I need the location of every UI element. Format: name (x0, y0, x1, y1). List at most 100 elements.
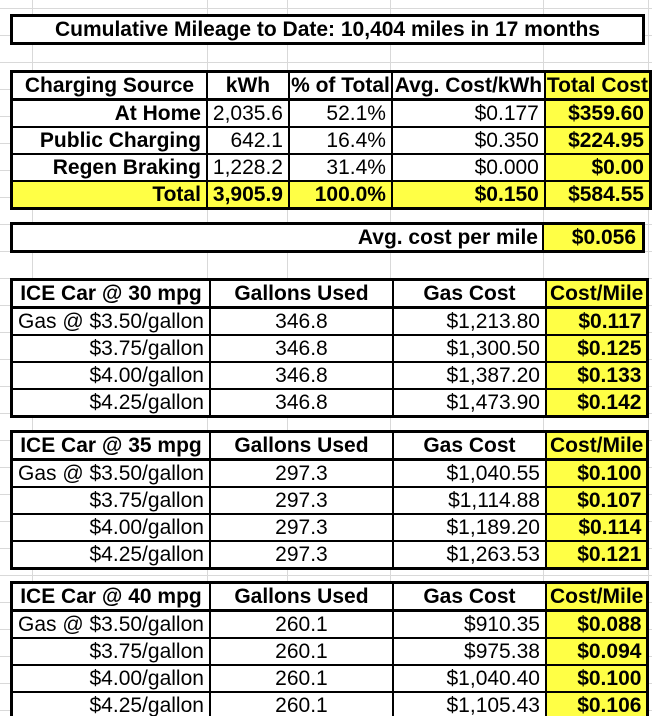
cell-avg-cost: $0.150 (390, 180, 546, 210)
cell-total-cost: $224.95 (543, 126, 652, 155)
cell-cost-mile: $0.121 (544, 540, 649, 570)
cell-cost-mile: $0.106 (544, 691, 649, 716)
cell-gas-cost: $1,473.90 (391, 388, 547, 418)
table-row-regen-braking: Regen Braking 1,228.2 31.4% $0.000 $0.00 (10, 153, 652, 182)
cell-gas-cost: $1,114.88 (391, 486, 547, 515)
cell-cost-mile: $0.117 (544, 306, 649, 336)
table-row-total: Total 3,905.9 100.0% $0.150 $584.55 (10, 180, 652, 210)
cell-gallons: 346.8 (208, 306, 394, 336)
avg-cost-per-mile-label: Avg. cost per mile (357, 225, 538, 249)
cell-gallons: 260.1 (208, 637, 394, 666)
column-header-total-cost: Total Cost (543, 70, 652, 101)
cell-source: Total (10, 180, 208, 210)
column-header-gas-cost: Gas Cost (391, 581, 547, 612)
cell-cost-mile: $0.100 (544, 664, 649, 693)
column-header-cost-mile: Cost/Mile (544, 278, 649, 309)
cell-cost-mile: $0.114 (544, 513, 649, 542)
cell-gallons: 297.3 (208, 540, 394, 570)
page-title: Cumulative Mileage to Date: 10,404 miles… (54, 17, 600, 41)
avg-cost-per-mile-value: $0.056 (542, 225, 642, 250)
ice-car-40mpg-table: ICE Car @ 40 mpg Gallons Used Gas Cost C… (10, 581, 650, 716)
title-banner: Cumulative Mileage to Date: 10,404 miles… (10, 14, 645, 45)
cell-cost-mile: $0.133 (544, 361, 649, 390)
table-row: $3.75/gallon 260.1 $975.38 $0.094 (10, 637, 649, 666)
cell-kwh: 3,905.9 (205, 180, 291, 210)
cell-pct: 52.1% (288, 98, 393, 128)
cell-gas-cost: $1,263.53 (391, 540, 547, 570)
cell-gas-price: $3.75/gallon (10, 637, 211, 666)
table-row: Gas @ $3.50/gallon 346.8 $1,213.80 $0.11… (10, 306, 649, 336)
cell-gas-cost: $1,300.50 (391, 334, 547, 363)
cell-gas-price: $3.75/gallon (10, 334, 211, 363)
cell-gas-cost: $1,189.20 (391, 513, 547, 542)
table-row: Gas @ $3.50/gallon 297.3 $1,040.55 $0.10… (10, 458, 649, 488)
cell-gas-cost: $1,040.40 (391, 664, 547, 693)
table-row: Gas @ $3.50/gallon 260.1 $910.35 $0.088 (10, 609, 649, 639)
column-header-gallons-used: Gallons Used (208, 278, 394, 309)
table-row: $4.00/gallon 346.8 $1,387.20 $0.133 (10, 361, 649, 390)
column-header-cost-mile: Cost/Mile (544, 581, 649, 612)
cell-gas-price: $4.00/gallon (10, 664, 211, 693)
cell-gas-price: $3.75/gallon (10, 486, 211, 515)
cell-cost-mile: $0.142 (544, 388, 649, 418)
cell-gallons: 346.8 (208, 334, 394, 363)
table-row: $4.00/gallon 297.3 $1,189.20 $0.114 (10, 513, 649, 542)
cell-pct: 16.4% (288, 126, 393, 155)
avg-cost-per-mile-row: Avg. cost per mile $0.056 (10, 222, 645, 253)
cell-kwh: 642.1 (205, 126, 291, 155)
column-header-gallons-used: Gallons Used (208, 581, 394, 612)
cell-source: Public Charging (10, 126, 208, 155)
column-header-pct-of-total: % of Total (288, 70, 393, 101)
cell-gallons: 260.1 (208, 664, 394, 693)
cell-gallons: 346.8 (208, 388, 394, 418)
cell-gallons: 297.3 (208, 513, 394, 542)
ice-car-30mpg-table: ICE Car @ 30 mpg Gallons Used Gas Cost C… (10, 278, 650, 418)
cell-gas-cost: $1,387.20 (391, 361, 547, 390)
table-title-ice-35mpg: ICE Car @ 35 mpg (10, 430, 211, 461)
column-header-avg-cost-kwh: Avg. Cost/kWh (390, 70, 546, 101)
cell-avg-cost: $0.350 (390, 126, 546, 155)
cell-gas-price: Gas @ $3.50/gallon (10, 458, 211, 488)
ice-40-header-row: ICE Car @ 40 mpg Gallons Used Gas Cost C… (10, 581, 649, 612)
column-header-gas-cost: Gas Cost (391, 430, 547, 461)
table-row: $3.75/gallon 297.3 $1,114.88 $0.107 (10, 486, 649, 515)
cell-source: Regen Braking (10, 153, 208, 182)
cell-cost-mile: $0.100 (544, 458, 649, 488)
cell-gas-price: Gas @ $3.50/gallon (10, 609, 211, 639)
column-header-charging-source: Charging Source (10, 70, 208, 101)
cell-avg-cost: $0.177 (390, 98, 546, 128)
ice-car-35mpg-table: ICE Car @ 35 mpg Gallons Used Gas Cost C… (10, 430, 650, 570)
cell-gallons: 346.8 (208, 361, 394, 390)
column-header-gallons-used: Gallons Used (208, 430, 394, 461)
table-row: $4.25/gallon 260.1 $1,105.43 $0.106 (10, 691, 649, 716)
cell-kwh: 1,228.2 (205, 153, 291, 182)
column-header-gas-cost: Gas Cost (391, 278, 547, 309)
cell-gas-price: $4.25/gallon (10, 691, 211, 716)
column-header-kwh: kWh (205, 70, 291, 101)
cell-gas-price: $4.25/gallon (10, 540, 211, 570)
charging-header-row: Charging Source kWh % of Total Avg. Cost… (10, 70, 652, 101)
cell-cost-mile: $0.088 (544, 609, 649, 639)
cell-gallons: 260.1 (208, 691, 394, 716)
cell-gallons: 297.3 (208, 486, 394, 515)
table-row-public-charging: Public Charging 642.1 16.4% $0.350 $224.… (10, 126, 652, 155)
cell-gas-cost: $975.38 (391, 637, 547, 666)
cell-cost-mile: $0.125 (544, 334, 649, 363)
cell-gas-price: $4.00/gallon (10, 361, 211, 390)
cell-gas-price: $4.25/gallon (10, 388, 211, 418)
charging-source-table: Charging Source kWh % of Total Avg. Cost… (10, 70, 652, 210)
table-row: $4.25/gallon 297.3 $1,263.53 $0.121 (10, 540, 649, 570)
cell-cost-mile: $0.094 (544, 637, 649, 666)
table-title-ice-30mpg: ICE Car @ 30 mpg (10, 278, 211, 309)
table-row: $3.75/gallon 346.8 $1,300.50 $0.125 (10, 334, 649, 363)
cell-gallons: 297.3 (208, 458, 394, 488)
cell-avg-cost: $0.000 (390, 153, 546, 182)
table-title-ice-40mpg: ICE Car @ 40 mpg (10, 581, 211, 612)
cell-pct: 100.0% (288, 180, 393, 210)
column-header-cost-mile: Cost/Mile (544, 430, 649, 461)
cell-cost-mile: $0.107 (544, 486, 649, 515)
cell-gas-cost: $1,213.80 (391, 306, 547, 336)
ice-35-header-row: ICE Car @ 35 mpg Gallons Used Gas Cost C… (10, 430, 649, 461)
cell-total-cost: $359.60 (543, 98, 652, 128)
cell-gas-cost: $1,040.55 (391, 458, 547, 488)
